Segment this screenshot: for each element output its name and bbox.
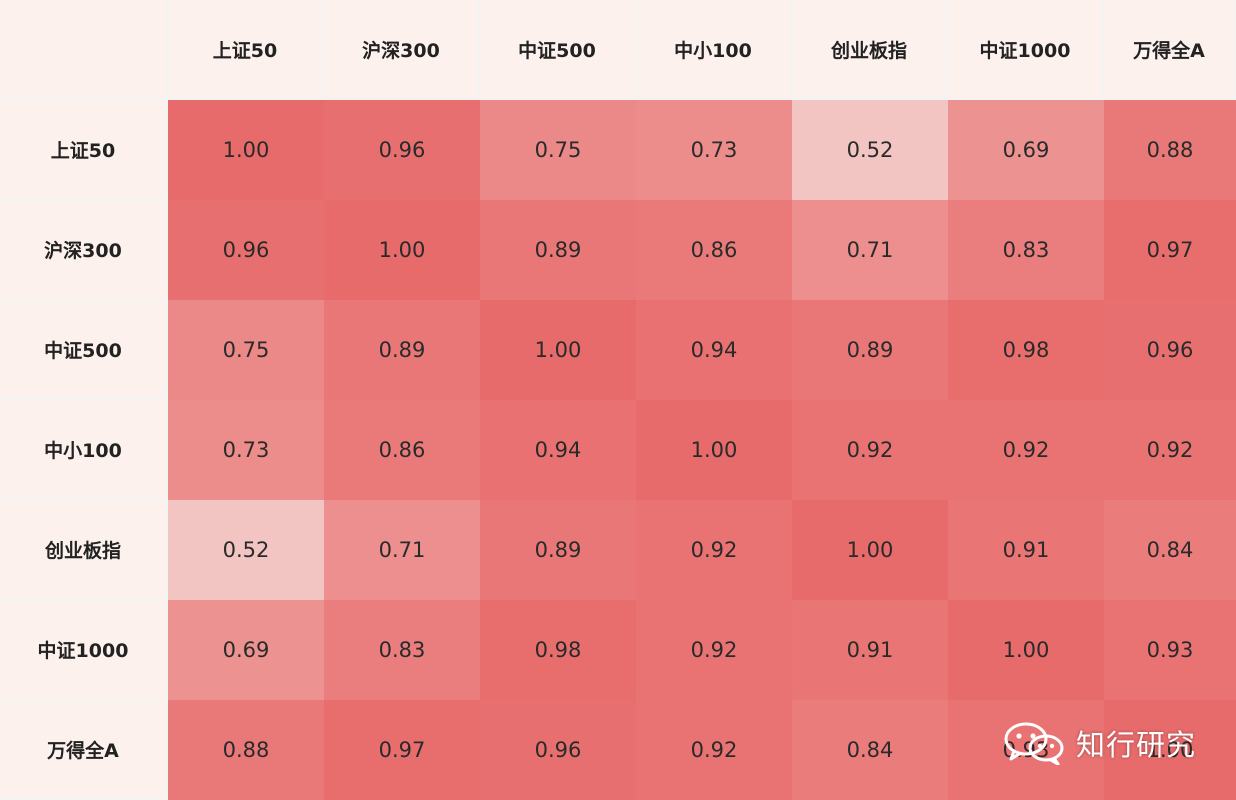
- column-header: 中小100: [636, 0, 792, 100]
- heatmap-cell: 0.83: [948, 200, 1104, 300]
- heatmap-cell: 0.96: [1104, 300, 1236, 400]
- heatmap-cell: 1.00: [168, 100, 324, 200]
- heatmap-cell: 0.73: [168, 400, 324, 500]
- heatmap-cell: 0.94: [480, 400, 636, 500]
- heatmap-cell: 0.94: [636, 300, 792, 400]
- row-header: 上证50: [0, 100, 168, 200]
- heatmap-cell: 0.91: [948, 500, 1104, 600]
- heatmap-cell: 0.86: [324, 400, 480, 500]
- heatmap-cell: 0.92: [948, 400, 1104, 500]
- heatmap-cell: 0.52: [168, 500, 324, 600]
- heatmap-cell: 0.84: [1104, 500, 1236, 600]
- heatmap-cell: 0.89: [324, 300, 480, 400]
- heatmap-cell: 0.97: [324, 700, 480, 800]
- heatmap-cell: 0.89: [480, 500, 636, 600]
- heatmap-cell: 0.71: [792, 200, 948, 300]
- column-header: 万得全A: [1104, 0, 1236, 100]
- heatmap-cell: 0.52: [792, 100, 948, 200]
- heatmap-cell: 0.86: [636, 200, 792, 300]
- heatmap-cell: 0.69: [948, 100, 1104, 200]
- heatmap-cell: 1.00: [1104, 700, 1236, 800]
- row-header: 创业板指: [0, 500, 168, 600]
- column-header: 沪深300: [324, 0, 480, 100]
- heatmap-cell: 0.98: [948, 300, 1104, 400]
- heatmap-cell: 0.88: [168, 700, 324, 800]
- heatmap-cell: 1.00: [948, 600, 1104, 700]
- row-header: 万得全A: [0, 700, 168, 800]
- heatmap-cell: 0.92: [1104, 400, 1236, 500]
- heatmap-cell: 0.92: [792, 400, 948, 500]
- heatmap-cell: 0.73: [636, 100, 792, 200]
- column-header: 创业板指: [792, 0, 948, 100]
- row-header: 中证500: [0, 300, 168, 400]
- heatmap-cell: 0.92: [636, 600, 792, 700]
- heatmap-cell: 0.75: [480, 100, 636, 200]
- row-header: 中证1000: [0, 600, 168, 700]
- heatmap-cell: 1.00: [480, 300, 636, 400]
- heatmap-cell: 0.88: [1104, 100, 1236, 200]
- column-header: 中证1000: [948, 0, 1104, 100]
- heatmap-cell: 0.96: [168, 200, 324, 300]
- heatmap-cell: 0.89: [792, 300, 948, 400]
- heatmap-cell: 0.92: [636, 700, 792, 800]
- heatmap-cell: 1.00: [636, 400, 792, 500]
- heatmap-cell: 0.92: [636, 500, 792, 600]
- heatmap-cell: 0.93: [1104, 600, 1236, 700]
- heatmap-cell: 0.75: [168, 300, 324, 400]
- heatmap-cell: 1.00: [324, 200, 480, 300]
- heatmap-cell: 1.00: [792, 500, 948, 600]
- heatmap-cell: 0.96: [324, 100, 480, 200]
- heatmap-cell: 0.96: [480, 700, 636, 800]
- heatmap-cell: 0.84: [792, 700, 948, 800]
- heatmap-cell: 0.93: [948, 700, 1104, 800]
- column-header: 中证500: [480, 0, 636, 100]
- header-corner: [0, 0, 168, 100]
- heatmap-cell: 0.71: [324, 500, 480, 600]
- heatmap-cell: 0.89: [480, 200, 636, 300]
- row-header: 中小100: [0, 400, 168, 500]
- heatmap-cell: 0.98: [480, 600, 636, 700]
- heatmap-cell: 0.69: [168, 600, 324, 700]
- heatmap-cell: 0.97: [1104, 200, 1236, 300]
- heatmap-cell: 0.83: [324, 600, 480, 700]
- row-header: 沪深300: [0, 200, 168, 300]
- column-header: 上证50: [168, 0, 324, 100]
- heatmap-cell: 0.91: [792, 600, 948, 700]
